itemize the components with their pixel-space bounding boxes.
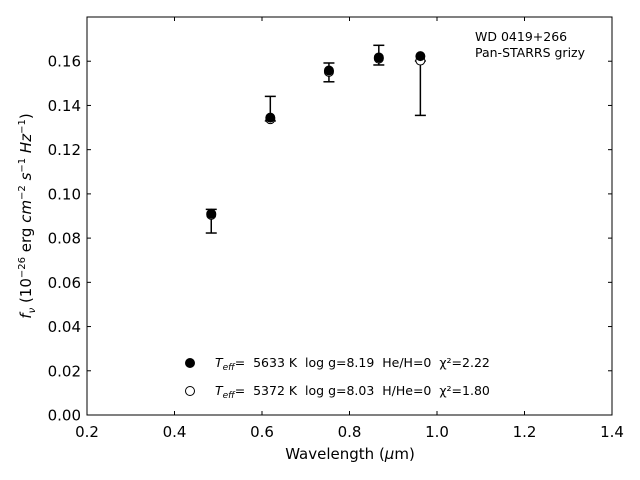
x-tick-label: 1.2 <box>513 423 537 441</box>
y-tick-label: 0.08 <box>48 230 81 248</box>
y-tick-label: 0.12 <box>48 141 81 159</box>
legend: Teff= 5633 K log g=8.19 He/H=0 χ²=2.22 T… <box>185 355 490 401</box>
x-axis: 0.2 0.4 0.6 0.8 1.0 1.2 1.4 <box>75 17 624 441</box>
filled-marker <box>323 65 334 76</box>
annotation-object: WD 0419+266 <box>475 29 567 44</box>
y-tick-label: 0.06 <box>48 274 81 292</box>
y-tick-label: 0.10 <box>48 185 81 203</box>
legend-entry-1: Teff= 5633 K log g=8.19 He/H=0 χ²=2.22 <box>215 355 490 373</box>
error-bars <box>205 44 426 234</box>
data-markers <box>206 51 426 220</box>
x-tick-label: 0.4 <box>163 423 187 441</box>
filled-marker <box>206 208 217 219</box>
x-tick-label: 0.6 <box>250 423 274 441</box>
annotation-survey: Pan-STARRS grizy <box>475 45 586 60</box>
y-tick-label: 0.00 <box>48 407 81 425</box>
x-tick-label: 0.8 <box>338 423 362 441</box>
y-tick-label: 0.02 <box>48 362 81 380</box>
legend-entry-2: Teff= 5372 K log g=8.03 H/He=0 χ²=1.80 <box>215 383 490 401</box>
x-tick-label: 1.4 <box>600 423 624 441</box>
x-axis-label: Wavelength (μm) <box>285 445 415 463</box>
filled-marker <box>373 52 384 63</box>
y-axis-label: fν (10−26 erg cm−2 s−1 Hz−1) <box>17 113 38 318</box>
y-tick-label: 0.14 <box>48 97 81 115</box>
filled-marker <box>415 51 426 62</box>
filled-marker <box>265 112 276 123</box>
x-tick-label: 1.0 <box>425 423 449 441</box>
y-tick-label: 0.16 <box>48 53 81 71</box>
legend-marker-filled <box>185 358 195 368</box>
y-axis: 0.00 0.02 0.04 0.06 0.08 0.10 0.12 0.14 0.16 <box>48 53 612 425</box>
x-tick-label: 0.2 <box>75 423 99 441</box>
legend-marker-open <box>185 386 195 396</box>
y-tick-label: 0.04 <box>48 318 81 336</box>
